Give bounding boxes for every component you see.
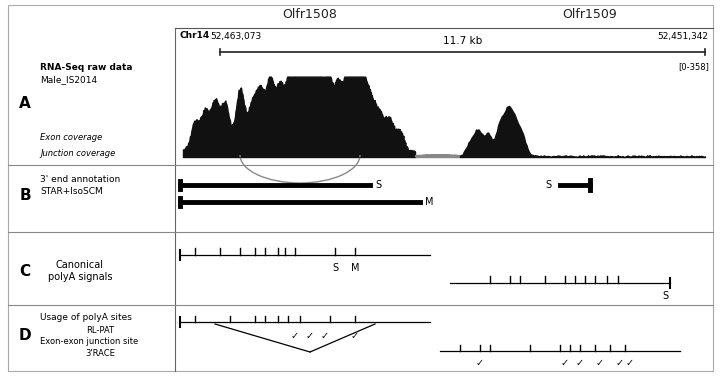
Text: RL-PAT: RL-PAT [86,326,114,335]
Text: ✓: ✓ [321,331,329,341]
Text: Canonical: Canonical [56,260,104,270]
Text: ✓: ✓ [306,331,314,341]
Text: A: A [19,96,31,111]
Text: 11.7 kb: 11.7 kb [443,36,482,46]
Text: M: M [350,263,359,273]
Text: S: S [546,180,552,190]
Text: ✓: ✓ [291,331,299,341]
Text: ✓: ✓ [616,358,624,368]
Text: ✓: ✓ [576,358,584,368]
Text: ✓: ✓ [626,358,634,368]
Text: S: S [332,263,338,273]
Text: ✓: ✓ [476,358,484,368]
Text: Junction coverage: Junction coverage [40,149,115,158]
Text: C: C [19,264,30,279]
Text: 3' end annotation: 3' end annotation [40,175,120,184]
Text: STAR+IsoSCM: STAR+IsoSCM [40,187,103,196]
Text: Exon coverage: Exon coverage [40,132,102,141]
Text: [0-358]: [0-358] [678,62,709,71]
Text: Olfr1508: Olfr1508 [283,8,337,21]
Text: S: S [375,180,381,190]
Text: Exon-exon junction site: Exon-exon junction site [40,337,138,346]
Text: polyA signals: polyA signals [48,272,112,282]
Text: 52,463,073: 52,463,073 [210,32,261,41]
Text: ✓: ✓ [596,358,604,368]
Text: M: M [425,197,433,207]
Text: Chr14: Chr14 [180,32,211,41]
Text: Usage of polyA sites: Usage of polyA sites [40,313,132,322]
Text: RNA-Seq raw data: RNA-Seq raw data [40,63,133,72]
Text: B: B [19,188,31,203]
Text: Olfr1509: Olfr1509 [562,8,617,21]
Text: D: D [19,328,31,343]
Text: ✓: ✓ [561,358,569,368]
Text: ✓: ✓ [351,331,359,341]
Text: 3'RACE: 3'RACE [85,349,115,358]
Text: 52,451,342: 52,451,342 [657,32,708,41]
Text: Male_IS2014: Male_IS2014 [40,75,97,84]
Text: S: S [662,291,668,301]
